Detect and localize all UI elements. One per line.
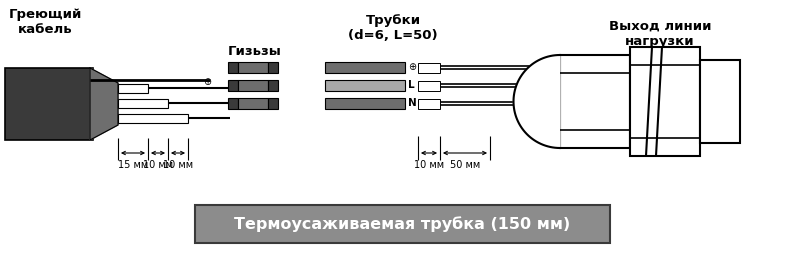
Bar <box>325 62 405 73</box>
Text: Трубки
(d=6, L=50): Трубки (d=6, L=50) <box>348 14 438 42</box>
Bar <box>560 55 630 148</box>
Bar <box>238 80 268 91</box>
Bar <box>630 47 700 156</box>
Bar <box>325 98 405 109</box>
Bar <box>268 80 278 91</box>
Bar <box>195 205 610 243</box>
Text: Гизьзы: Гизьзы <box>228 45 282 58</box>
Bar <box>118 84 148 93</box>
Text: N: N <box>408 98 417 108</box>
Bar <box>325 80 405 91</box>
Bar <box>228 98 238 109</box>
Text: L: L <box>408 80 414 90</box>
Bar <box>418 80 440 90</box>
Bar <box>118 99 168 108</box>
Bar <box>700 60 740 143</box>
Bar <box>228 80 238 91</box>
Text: ⊕: ⊕ <box>203 77 211 87</box>
Bar <box>228 62 238 73</box>
Bar <box>238 98 268 109</box>
Text: Греющий
кабель: Греющий кабель <box>8 8 82 36</box>
Text: 10 мм: 10 мм <box>163 160 193 170</box>
Bar <box>238 62 268 73</box>
Polygon shape <box>514 55 560 148</box>
Bar <box>418 98 440 108</box>
Bar <box>5 68 93 140</box>
Bar <box>118 114 188 123</box>
Text: Выход линии
нагрузки: Выход линии нагрузки <box>609 20 711 48</box>
Text: 10 мм: 10 мм <box>143 160 173 170</box>
Text: 15 мм: 15 мм <box>118 160 148 170</box>
Text: ⊕: ⊕ <box>408 62 416 73</box>
Polygon shape <box>90 68 118 140</box>
Text: Термоусаживаемая трубка (150 мм): Термоусаживаемая трубка (150 мм) <box>234 216 570 232</box>
Text: 50 мм: 50 мм <box>450 160 480 170</box>
Bar <box>268 62 278 73</box>
Text: 10 мм: 10 мм <box>414 160 444 170</box>
Bar <box>268 98 278 109</box>
Bar <box>418 62 440 73</box>
